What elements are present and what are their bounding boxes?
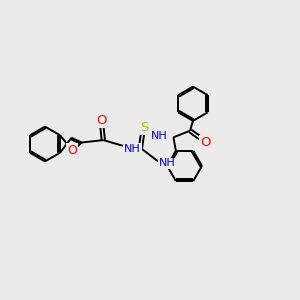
Text: O: O — [97, 114, 107, 127]
Text: NH: NH — [124, 144, 141, 154]
Text: NH: NH — [158, 158, 175, 169]
Text: O: O — [200, 136, 211, 148]
Text: S: S — [140, 121, 148, 134]
Text: NH: NH — [151, 131, 168, 141]
Text: O: O — [67, 144, 77, 158]
